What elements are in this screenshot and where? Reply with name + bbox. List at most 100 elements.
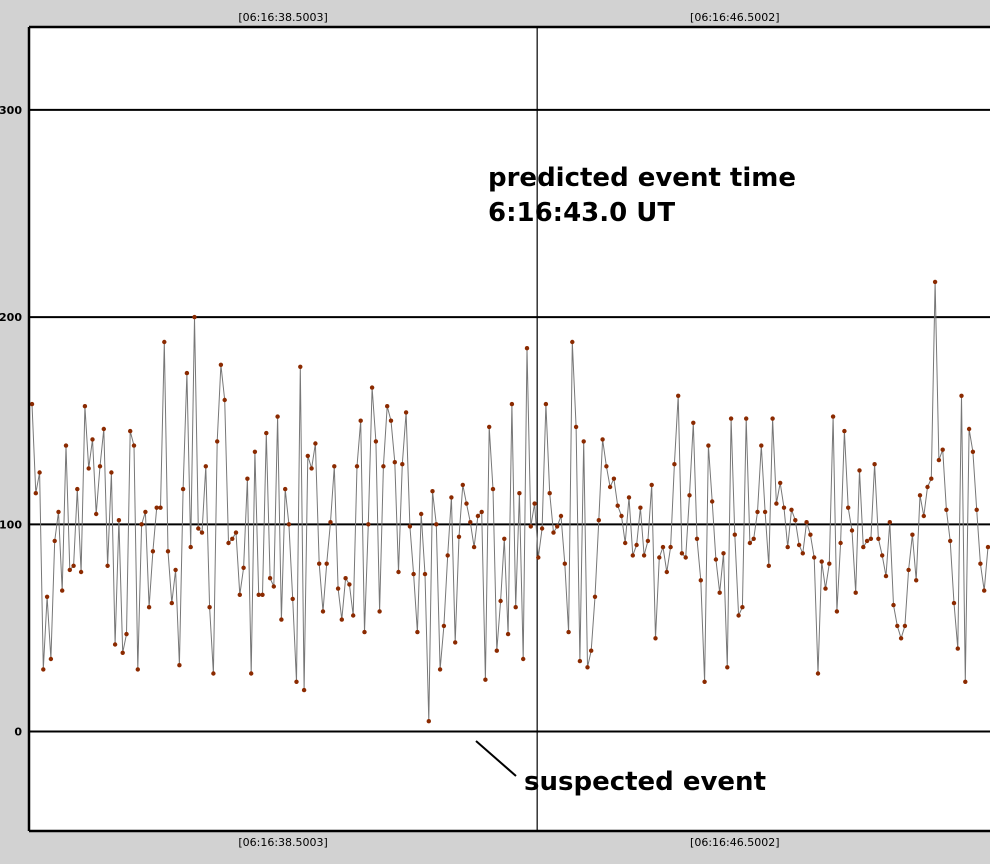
data-point — [362, 629, 367, 635]
marker-layer — [29, 279, 990, 724]
data-point — [906, 567, 911, 573]
data-point — [128, 428, 133, 434]
data-point — [498, 598, 503, 604]
data-point — [203, 464, 208, 469]
data-point — [539, 526, 545, 531]
data-point — [207, 605, 212, 610]
data-point — [343, 576, 348, 581]
data-point — [41, 667, 46, 672]
data-point — [305, 453, 310, 459]
data-point — [456, 534, 462, 539]
data-point — [180, 486, 186, 492]
data-point — [260, 592, 265, 597]
data-point — [237, 592, 242, 597]
series-layer — [31, 281, 989, 722]
data-point — [887, 520, 892, 525]
data-point — [736, 613, 741, 618]
data-point — [577, 658, 583, 664]
data-point — [453, 640, 458, 645]
y-tick-label: 200 — [0, 311, 22, 324]
data-point — [48, 656, 54, 662]
data-point — [230, 536, 235, 541]
data-point — [90, 437, 95, 442]
data-point — [328, 520, 333, 525]
data-point — [256, 592, 261, 597]
data-point — [56, 509, 61, 515]
predicted-event-label-line1: predicted event time — [488, 163, 796, 193]
data-point — [335, 586, 341, 591]
data-point — [581, 439, 586, 444]
data-point — [902, 623, 908, 629]
data-point — [487, 424, 492, 430]
data-point — [67, 567, 73, 573]
data-point — [233, 530, 239, 535]
data-point — [192, 314, 197, 320]
data-point — [71, 563, 76, 568]
data-point — [921, 513, 926, 519]
data-point — [434, 522, 439, 527]
data-point — [615, 503, 620, 508]
data-point — [271, 584, 276, 589]
data-point — [925, 484, 930, 490]
data-point — [978, 561, 983, 566]
data-point — [815, 671, 821, 676]
data-point — [320, 609, 326, 614]
data-point — [120, 650, 125, 655]
data-point — [437, 667, 443, 672]
data-point — [97, 464, 103, 469]
data-point — [683, 555, 688, 560]
data-point — [649, 482, 654, 488]
data-point — [445, 553, 450, 558]
data-point — [294, 679, 299, 684]
data-point — [78, 569, 84, 575]
data-point — [796, 542, 802, 548]
data-point — [623, 540, 628, 546]
data-point — [524, 346, 530, 351]
data-point — [252, 449, 258, 454]
time-marker-label-bottom: [06:16:46.5002] — [690, 836, 779, 849]
data-point — [490, 486, 496, 492]
data-point — [955, 646, 960, 651]
data-point — [585, 665, 590, 670]
data-point — [377, 609, 382, 614]
predicted-event-label-line2: 6:16:43.0 UT — [488, 198, 675, 228]
data-point — [819, 559, 824, 564]
data-point — [940, 447, 945, 452]
data-point — [880, 553, 885, 558]
data-point — [755, 509, 760, 515]
data-point — [52, 538, 57, 544]
data-point — [687, 493, 692, 498]
data-point — [664, 569, 669, 575]
data-point — [173, 567, 178, 573]
data-point — [298, 364, 303, 369]
data-point — [725, 665, 730, 670]
data-point — [116, 518, 122, 523]
data-point — [645, 538, 651, 544]
data-point — [369, 385, 375, 390]
data-point — [676, 393, 681, 398]
data-point — [146, 605, 152, 610]
data-point — [347, 582, 352, 587]
suspected-event-label: suspected event — [524, 767, 766, 797]
data-point — [702, 679, 707, 684]
data-point — [313, 441, 318, 446]
data-point — [766, 563, 771, 568]
data-point — [403, 410, 409, 415]
data-point — [895, 623, 900, 629]
data-point — [728, 416, 734, 421]
data-point — [165, 549, 171, 554]
data-point — [286, 522, 292, 527]
data-point — [834, 609, 840, 614]
data-point — [218, 362, 224, 367]
data-point — [951, 600, 957, 606]
data-point — [267, 576, 273, 581]
data-point — [698, 578, 703, 583]
data-point — [63, 443, 69, 448]
data-point — [426, 719, 431, 724]
data-point — [169, 600, 174, 606]
data-point — [521, 656, 526, 662]
data-point — [634, 542, 639, 548]
data-point — [558, 513, 564, 519]
data-point — [468, 520, 473, 525]
data-point — [691, 420, 696, 425]
